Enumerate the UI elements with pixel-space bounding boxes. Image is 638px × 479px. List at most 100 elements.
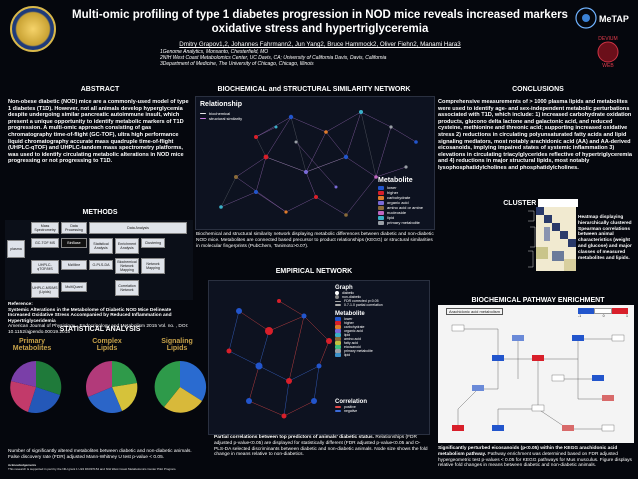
- statistical-heading: STATISTICAL ANALYSIS: [59, 326, 141, 333]
- pathway-diagram: Arachidonic acid metabolism -1 0 1: [438, 305, 634, 443]
- cluster-heatmap: [538, 199, 578, 207]
- reference-label: Reference:: [8, 302, 33, 307]
- emp-legend-carbohydrate: carbohydrate: [335, 325, 427, 329]
- gctof-box: GC-TOF MS: [31, 238, 59, 248]
- pathway-scale: [578, 308, 628, 314]
- statistical-analysis-box: Statistical Analysis: [89, 238, 113, 254]
- conclusions-heading: CONCLUSIONS: [512, 86, 564, 93]
- empirical-correlation-legend: Correlation positive negative: [335, 399, 427, 413]
- scale-mid: 0: [602, 314, 605, 318]
- uhplc-msms-box: UHPLC-MS/MS (Lipids): [31, 282, 59, 298]
- enrichment-analysis-box: Enrichment Analysis: [115, 238, 139, 254]
- mzmine-box: MzMine: [61, 260, 87, 270]
- legend-non-diabetic: non-diabetic: [335, 295, 427, 299]
- pathway-scale-labels: -1 0 1: [578, 314, 628, 318]
- reference-journal: American Journal of Physiology - Endocri…: [8, 324, 189, 335]
- statistical-caption: Number of significantly altered metaboli…: [8, 449, 192, 460]
- multiquant-box: MultiQuant: [61, 282, 87, 292]
- legend-lipid: lipid: [378, 215, 432, 220]
- emp-legend-lipid-2: lipid: [335, 353, 427, 357]
- binbase-box: BinBase: [61, 238, 87, 248]
- biochem-network-caption: Biochemical and structural similarity ne…: [196, 232, 434, 249]
- pie-title-signaling: Signaling Lipids: [161, 338, 193, 352]
- legend-primary-metabolite: primary metabolite: [378, 220, 432, 225]
- title-line-1: Multi-omic profiling of type 1 diabetes …: [72, 9, 568, 21]
- university-seal-logo: [10, 6, 56, 52]
- methods-header-mass-spec: Mass Spectrometry: [31, 222, 59, 234]
- uhplc-qtof-box: UHPLC-qTOF/MS: [31, 260, 59, 274]
- opls-da-box: O-PLS-DA: [89, 260, 113, 270]
- conclusions-text: Comprehensive measurements of > 1000 pla…: [438, 99, 632, 171]
- empirical-network-heading: EMPIRICAL NETWORK: [275, 268, 353, 275]
- legend-nucleoside: nucleoside: [378, 210, 432, 215]
- legend-fdr: FDR corrected p<0.05: [335, 299, 427, 303]
- corr-legend-negative: negative: [335, 409, 427, 413]
- affiliations: 1Genome Analytics, Monsanto, Chesterfiel…: [160, 49, 480, 67]
- svg-text:MeTAP: MeTAP: [599, 14, 629, 24]
- svg-text:WEB: WEB: [602, 63, 614, 69]
- relationship-title: Relationship: [200, 101, 243, 108]
- emp-legend-lower: lower: [335, 317, 427, 321]
- pathway-caption-bold: Significantly perturbed eicosanoids (p<0…: [438, 446, 618, 457]
- scale-max: 1: [626, 314, 628, 318]
- clustering-box: Clustering: [141, 238, 165, 248]
- pathway-caption: Significantly perturbed eicosanoids (p<0…: [438, 446, 634, 469]
- legend-organic-acid: organic acid: [378, 200, 432, 205]
- metabolite-legend-title: Metabolite: [378, 177, 413, 184]
- pie-complex-lipids: [86, 361, 138, 413]
- metaomics-logo: MeTAP: [572, 4, 632, 32]
- pie-title-complex: Complex Lipids: [92, 338, 122, 352]
- affiliation-2: 2NIH West Coast Metabolomics Center, UC …: [160, 55, 387, 61]
- pathway-map: [451, 324, 625, 432]
- authors: Dmitry Grapov1,2, Johannes Fahrmann2, Ju…: [179, 41, 461, 48]
- pie-title-primary: Primary Metabolites: [12, 338, 52, 352]
- legend-higher: higher: [378, 190, 432, 195]
- pie-signaling-lipids: [154, 360, 207, 413]
- pathway-heading: BIOCHEMICAL PATHWAY ENRICHMENT: [471, 297, 605, 304]
- legend-amino-acid: amino acid or amine: [378, 205, 432, 210]
- poster-title: Multi-omic profiling of type 1 diabetes …: [60, 8, 580, 36]
- emp-legend-lipid: lipid: [335, 333, 427, 337]
- empirical-graph-legend: Graph diabetic non-diabetic FDR correcte…: [335, 285, 427, 307]
- biochem-network-graph: [219, 110, 418, 217]
- devium-logo: DEVIUM WEB: [585, 32, 631, 70]
- reference-title: Systemic Alterations in the Metabolome o…: [8, 307, 172, 324]
- corr-legend-positive: positive: [335, 405, 427, 409]
- emp-legend-fatty-acid: fatty acid: [335, 341, 427, 345]
- biochemical-network-box: Biochemical Network Mapping: [115, 258, 139, 274]
- acknowledgements: Acknowledgements This research is suppor…: [8, 463, 208, 471]
- affiliation-1: 1Genome Analytics, Monsanto, Chesterfiel…: [160, 49, 269, 55]
- reference: Reference: Systemic Alterations in the M…: [8, 302, 193, 336]
- relationship-legend-biochemical: biochemical: [200, 111, 230, 116]
- relationship-legend-structural: structural similarity: [200, 116, 242, 121]
- emp-legend-higher: higher: [335, 321, 427, 325]
- abstract-text: Non-obese diabetic (NOD) mice are a comm…: [8, 99, 189, 165]
- methods-heading: METHODS: [82, 209, 118, 216]
- svg-text:DEVIUM: DEVIUM: [598, 36, 617, 42]
- empirical-metabolite-legend: Metabolite lower higher carbohydrate org…: [335, 311, 427, 357]
- emp-legend-amino-acid: amino acid: [335, 337, 427, 341]
- empirical-caption-body: Relationships (FDR adjusted p-value<0.05…: [214, 435, 428, 458]
- empirical-correlation-title: Correlation: [335, 399, 368, 405]
- title-line-2: oxidative stress and hypertriglyceremia: [211, 23, 429, 35]
- methods-diagram: Mass Spectrometry Data Processing Data A…: [5, 220, 193, 300]
- emp-legend-eicosanoid: eicosanoid: [335, 345, 427, 349]
- legend-lower: lower: [378, 185, 432, 190]
- pathway-header: Arachidonic acid metabolism: [446, 308, 503, 315]
- legend-carbohydrate: carbohydrate: [378, 195, 432, 200]
- empirical-network-panel: Graph diabetic non-diabetic FDR correcte…: [208, 280, 430, 435]
- empirical-caption: Partial correlations between top predict…: [214, 435, 430, 458]
- network-mapping-box: Network Mapping: [141, 258, 165, 274]
- heatmap-caption: Heatmap displaying hierarchically cluste…: [578, 215, 632, 261]
- acknowledgements-text: This research is supported in part by th…: [8, 467, 177, 471]
- biochem-network-heading: BIOCHEMICAL and STRUCTURAL SIMILARITY NE…: [217, 86, 411, 93]
- empirical-metabolite-title: Metabolite: [335, 311, 365, 317]
- metabolite-legend: Metabolite lower higher carbohydrate org…: [378, 177, 432, 225]
- scale-min: -1: [578, 314, 582, 318]
- methods-header-data-processing: Data Processing: [61, 222, 87, 234]
- empirical-graph-title: Graph: [335, 285, 353, 291]
- acknowledgements-label: Acknowledgements: [8, 463, 37, 467]
- emp-legend-primary-metabolite: primary metabolite: [335, 349, 427, 353]
- pie-primary-metabolites: [10, 361, 62, 414]
- pathway-caption-body: Pathway enrichment was determined based …: [438, 451, 632, 469]
